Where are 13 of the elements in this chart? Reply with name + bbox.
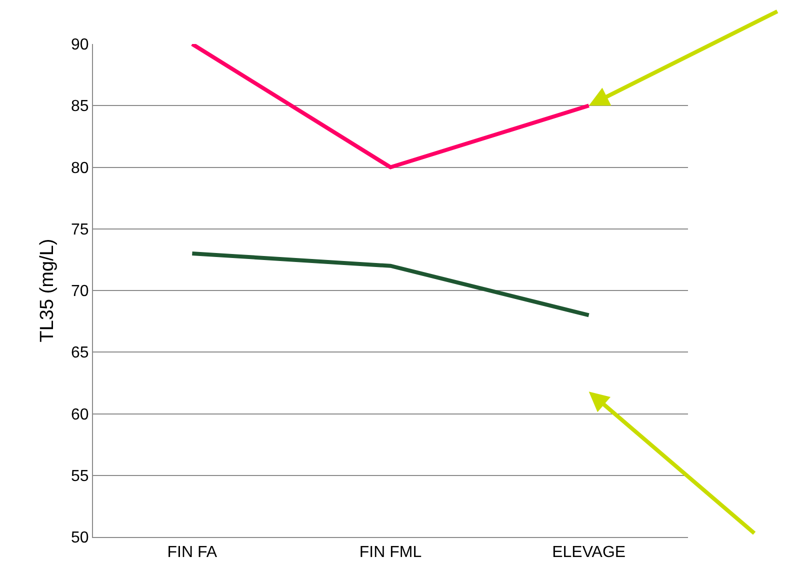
y-tick-label: 90 bbox=[71, 36, 89, 54]
y-tick-label: 80 bbox=[71, 160, 89, 177]
x-tick-label: FIN FML bbox=[359, 544, 422, 562]
y-tick-label: 60 bbox=[71, 406, 89, 424]
y-tick-label: 70 bbox=[71, 283, 89, 300]
x-tick-label: ELEVAGE bbox=[552, 544, 626, 562]
y-tick-label: 65 bbox=[71, 344, 89, 362]
y-axis-title: TL35 (mg/L) bbox=[36, 238, 58, 342]
y-tick-label: 75 bbox=[71, 221, 89, 238]
y-tick-label: 50 bbox=[71, 530, 89, 547]
y-tick-label: 85 bbox=[71, 98, 89, 116]
x-tick-label: FIN FA bbox=[167, 544, 218, 562]
y-tick-label: 55 bbox=[71, 468, 89, 485]
